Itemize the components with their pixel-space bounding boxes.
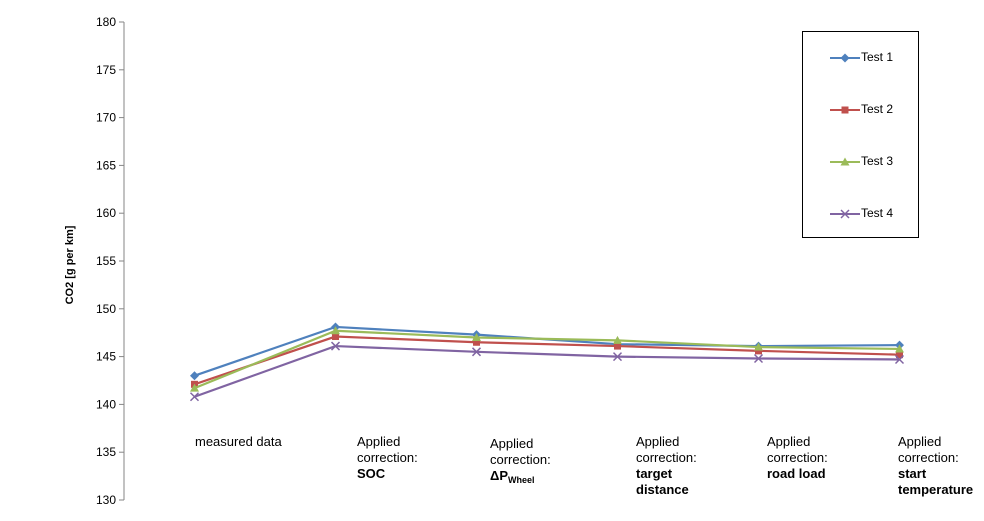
category-label-line: Applied: [357, 434, 401, 449]
category-label-line: Applied: [636, 434, 680, 449]
y-tick-label: 140: [96, 397, 116, 411]
legend-swatch: [830, 157, 860, 166]
data-point: [331, 326, 340, 335]
y-tick-label: 180: [96, 15, 116, 29]
data-point: [473, 338, 480, 346]
category-label-line: correction:: [636, 450, 697, 465]
legend-swatch: [830, 106, 860, 114]
category-label-line: Applied: [767, 434, 811, 449]
y-tick-label: 160: [96, 206, 116, 220]
category-label-emphasis: SOC: [357, 466, 386, 481]
y-tick-label: 135: [96, 445, 116, 459]
legend-item: Test 3: [803, 152, 918, 172]
category-label-line: correction:: [357, 450, 418, 465]
data-point: [471, 347, 482, 357]
y-tick-label: 145: [96, 350, 116, 364]
category-label-subscript: Wheel: [508, 475, 535, 485]
legend-item: Test 1: [803, 48, 918, 68]
data-point: [613, 335, 622, 344]
category-label: Applied correction: ΔPWheel: [490, 436, 551, 488]
legend-item: Test 2: [803, 100, 918, 120]
y-tick-label: 175: [96, 63, 116, 77]
legend-swatch: [830, 53, 860, 63]
data-point: [612, 352, 623, 362]
data-point: [190, 383, 199, 392]
category-label: Applied correction: start temperature: [898, 434, 973, 498]
data-point: [330, 341, 341, 351]
category-label-line: correction:: [767, 450, 828, 465]
category-label-line: correction:: [898, 450, 959, 465]
data-point: [753, 353, 764, 364]
legend-swatch: [830, 209, 860, 219]
y-tick-label: 130: [96, 493, 116, 507]
legend-label: Test 3: [861, 154, 894, 168]
legend-label: Test 4: [861, 206, 894, 220]
category-label: measured data: [195, 434, 282, 450]
category-label-emphasis: target: [636, 466, 673, 481]
category-label: Applied correction: target distance: [636, 434, 697, 498]
series-test-3: [190, 326, 904, 392]
legend-label: Test 2: [861, 102, 894, 116]
data-point: [190, 371, 199, 381]
legend: Test 1 Test 2 Test 3 Test 4: [802, 31, 919, 238]
category-label-line: measured data: [195, 434, 282, 449]
y-tick-label: 165: [96, 158, 116, 172]
data-point: [840, 157, 850, 166]
data-point: [614, 342, 621, 350]
category-label: Applied correction: SOC: [357, 434, 418, 482]
series-test-4: [189, 341, 905, 402]
chart-axes: 180 175 170 165 160 155 150 145 140 135 130: [96, 15, 125, 507]
data-point: [841, 106, 849, 114]
data-point: [840, 53, 850, 63]
category-label-line: Applied: [898, 434, 942, 449]
category-label-emphasis: ΔPWheel: [490, 468, 535, 485]
category-label-emphasis: temperature: [898, 482, 974, 497]
category-label-emphasis: start: [898, 466, 927, 481]
series-line: [194, 344, 900, 398]
y-axis-label: CO2 [g per km]: [64, 225, 76, 304]
y-tick-label: 150: [96, 302, 116, 316]
legend-item: Test 4: [803, 204, 918, 224]
series-line: [194, 329, 900, 390]
data-point: [894, 354, 905, 364]
category-label-emphasis: distance: [636, 482, 689, 497]
category-label-line: correction:: [490, 452, 551, 467]
category-label-emphasis: road load: [767, 466, 826, 481]
category-label: Applied correction: road load: [767, 434, 828, 482]
y-tick-label: 170: [96, 111, 116, 125]
y-tick-label: 155: [96, 254, 116, 268]
data-point: [332, 333, 339, 341]
data-point: [472, 332, 481, 341]
data-point: [840, 209, 850, 219]
data-point: [755, 347, 762, 355]
series-layer: [189, 322, 905, 402]
data-point: [896, 351, 903, 359]
legend-label: Test 1: [861, 50, 894, 64]
data-point: [895, 344, 904, 353]
category-label-line: Applied: [490, 436, 534, 451]
data-point: [754, 342, 763, 351]
data-point: [189, 392, 200, 402]
series-line: [194, 335, 900, 386]
